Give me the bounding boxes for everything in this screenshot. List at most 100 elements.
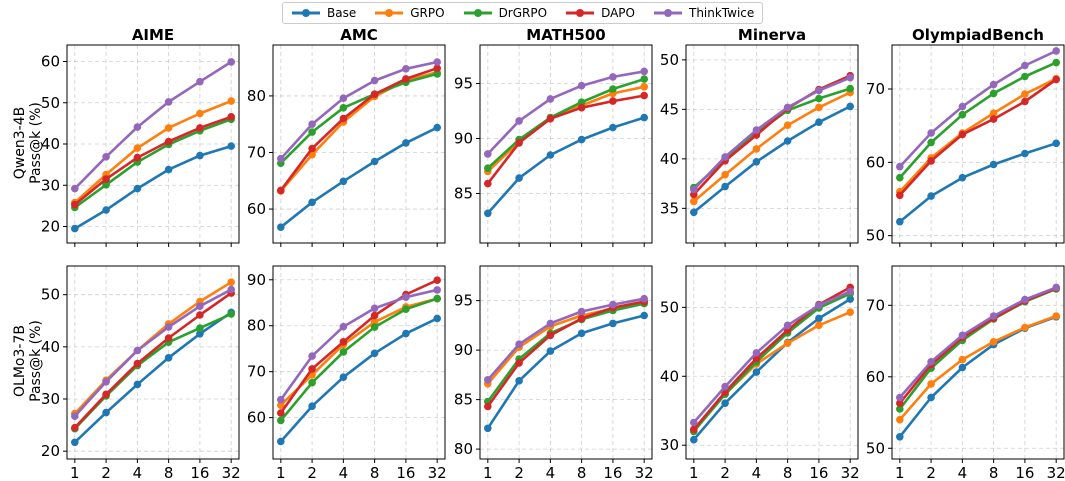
panel-2-point-drgrpo-5 xyxy=(640,75,648,83)
panel-2-line-drgrpo xyxy=(486,77,645,170)
panel-2-line-base xyxy=(486,116,645,215)
panel-3-point-base-1 xyxy=(721,182,729,191)
panel-9-xtick-label-1: 2 xyxy=(926,464,936,481)
panel-5-point-base-2 xyxy=(133,380,142,389)
panel-0-line-grpo xyxy=(73,99,232,204)
panel-1-point-base-5 xyxy=(433,123,442,132)
panel-0-ytick-label-0: 20 xyxy=(41,218,60,236)
chart-legend: Base GRPO DrGRPO DAPO ThinkTwice xyxy=(282,2,764,24)
panel-2-point-dapo-3 xyxy=(577,103,586,112)
panel-6-point-thinktwice-3 xyxy=(370,304,379,313)
panel-7-point-thinktwice-2 xyxy=(546,319,555,328)
panel-0-ytick-label-3: 50 xyxy=(41,94,60,112)
panel-2-point-drgrpo-3 xyxy=(577,98,586,106)
panel-5-point-grpo-5 xyxy=(227,278,235,287)
panel-1-title: AMC xyxy=(340,26,378,44)
panel-0-point-thinktwice-4 xyxy=(196,77,204,86)
panel-5-point-drgrpo-4 xyxy=(196,324,204,332)
panel-4-point-grpo-4 xyxy=(1021,90,1029,98)
panel-3-point-base-5 xyxy=(846,102,854,111)
panel-0-line-thinktwice xyxy=(73,60,232,190)
panel-7-point-thinktwice-0 xyxy=(484,376,492,384)
panel-7-point-base-4 xyxy=(609,319,617,328)
panel-4-point-thinktwice-2 xyxy=(958,102,967,111)
panel-6-point-base-1 xyxy=(308,402,316,411)
panel-2-point-base-2 xyxy=(546,151,555,159)
subplot-7: 80 85 90 95 1 2 4 8 16 32 xyxy=(454,265,654,481)
panel-4-point-drgrpo-5 xyxy=(1052,58,1060,67)
subplot-5: 20 30 40 50 1 2 4 8 16 32 xyxy=(41,265,241,481)
panel-9-point-thinktwice-2 xyxy=(958,331,967,340)
panel-1-point-thinktwice-3 xyxy=(370,76,379,85)
legend-label-base: Base xyxy=(327,6,357,20)
panel-4-ytick-label-2: 70 xyxy=(866,80,885,98)
panel-7-point-dapo-3 xyxy=(577,314,586,323)
panel-3-line-thinktwice xyxy=(692,76,851,191)
panel-3-ytick-label-0: 35 xyxy=(660,199,679,217)
panel-7-point-thinktwice-1 xyxy=(515,340,523,349)
panel-8-line-drgrpo xyxy=(692,292,851,433)
panel-9-ytick-label-1: 60 xyxy=(866,368,885,386)
panel-5-point-thinktwice-1 xyxy=(102,378,110,386)
panel-9-point-thinktwice-5 xyxy=(1052,283,1060,292)
panel-7-ytick-label-0: 80 xyxy=(454,440,473,458)
panel-2-point-dapo-4 xyxy=(609,97,617,105)
row-label-model-1: OLMo3-7B xyxy=(12,325,28,397)
panel-1-ytick-label-2: 80 xyxy=(247,87,266,105)
panel-7-ytick-label-2: 90 xyxy=(454,341,473,359)
panel-8-point-dapo-0 xyxy=(690,425,698,434)
panel-4-point-grpo-3 xyxy=(989,109,998,117)
panel-7-point-thinktwice-4 xyxy=(609,300,617,309)
panel-0-point-thinktwice-0 xyxy=(71,184,79,193)
panel-2-point-dapo-5 xyxy=(640,91,648,100)
panel-9-point-dapo-0 xyxy=(896,399,904,408)
panel-1-frame xyxy=(272,44,446,244)
panel-9-xtick-label-5: 32 xyxy=(1047,464,1065,481)
panel-7-ytick-label-1: 85 xyxy=(454,391,473,409)
panel-8-point-thinktwice-2 xyxy=(752,349,761,357)
row-label-metric-0: Pass@k (%) xyxy=(28,102,44,184)
panel-7-point-base-1 xyxy=(515,377,523,385)
panel-5-point-base-0 xyxy=(71,438,79,447)
panel-6-point-drgrpo-1 xyxy=(308,378,316,387)
panel-6-point-dapo-0 xyxy=(277,409,285,417)
panel-0-point-base-0 xyxy=(71,224,79,233)
panel-7-line-dapo xyxy=(486,300,645,408)
panel-1-line-thinktwice xyxy=(279,60,438,160)
panel-4-line-thinktwice xyxy=(898,49,1057,168)
panel-9-point-grpo-3 xyxy=(989,338,998,346)
panel-9-ytick-label-2: 70 xyxy=(866,296,885,314)
panel-7-point-thinktwice-5 xyxy=(640,294,648,303)
panel-3-point-thinktwice-2 xyxy=(752,126,761,134)
panel-7-xtick-label-4: 16 xyxy=(603,464,622,481)
panel-3-point-thinktwice-3 xyxy=(783,103,792,112)
panel-9-point-thinktwice-0 xyxy=(896,393,904,402)
row-label-metric-1: Pass@k (%) xyxy=(28,320,44,402)
panel-5-xtick-label-3: 8 xyxy=(164,464,174,481)
panel-4-point-thinktwice-5 xyxy=(1052,47,1060,55)
panel-2-title: MATH500 xyxy=(526,26,605,44)
panel-4-ytick-label-1: 60 xyxy=(866,153,885,171)
panel-1-point-base-1 xyxy=(308,198,316,207)
panel-6-point-base-5 xyxy=(433,314,442,323)
panel-9-point-base-0 xyxy=(896,433,904,441)
panel-9-xtick-label-4: 16 xyxy=(1015,464,1034,481)
panel-4-line-base xyxy=(898,142,1057,223)
panel-7-point-dapo-1 xyxy=(515,359,523,367)
panel-5-frame xyxy=(66,265,240,460)
panel-6-point-base-3 xyxy=(370,349,379,358)
panel-2-point-drgrpo-4 xyxy=(609,85,617,93)
panel-5-point-dapo-2 xyxy=(133,359,142,368)
panel-0-point-dapo-0 xyxy=(71,200,79,209)
panel-5-point-drgrpo-5 xyxy=(227,310,235,318)
panel-8-point-thinktwice-4 xyxy=(815,301,823,310)
panel-4-point-base-5 xyxy=(1052,139,1060,148)
panel-0-point-thinktwice-5 xyxy=(227,58,235,66)
panel-6-point-dapo-5 xyxy=(433,276,442,285)
panel-1-line-base xyxy=(279,126,438,229)
panel-5-point-thinktwice-4 xyxy=(196,302,204,311)
panel-2-point-thinktwice-1 xyxy=(515,117,523,125)
panel-0-point-thinktwice-2 xyxy=(133,123,142,131)
panel-0-ytick-label-4: 60 xyxy=(41,53,60,71)
panel-8-point-grpo-4 xyxy=(815,321,823,330)
